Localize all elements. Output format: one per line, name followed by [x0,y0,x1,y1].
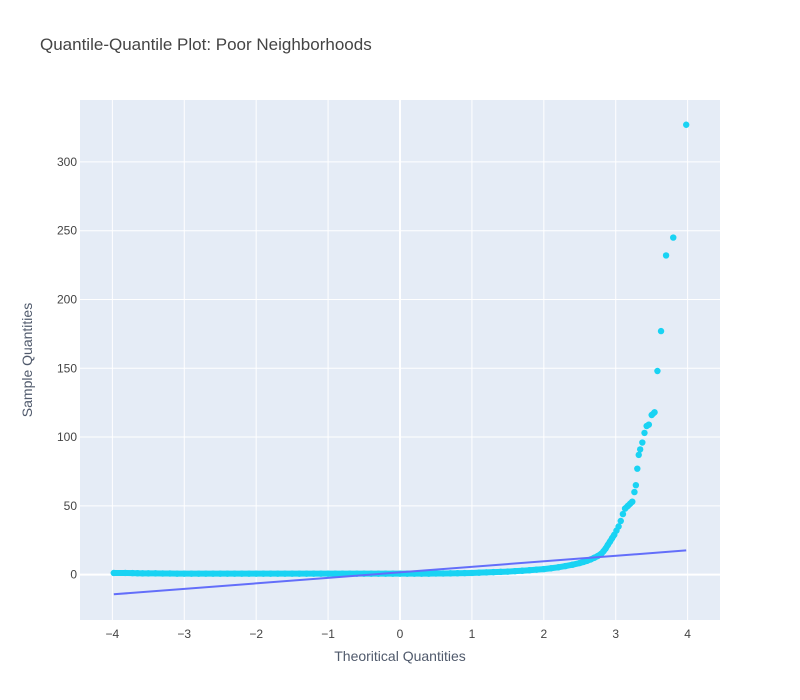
data-point [152,570,159,577]
data-point [645,421,653,428]
data-point [670,234,677,241]
x-tick-label: 0 [397,627,404,641]
data-point [245,570,253,577]
data-point [339,570,346,577]
x-tick-label: 4 [684,627,691,641]
data-point [274,570,281,577]
chart-title: Quantile-Quantile Plot: Poor Neighborhoo… [40,35,372,54]
y-tick-label: 150 [57,361,77,375]
data-point [461,569,468,577]
data-point [202,570,210,577]
x-tick-label: 3 [612,627,619,641]
data-point [181,570,188,577]
data-point [134,570,141,577]
x-tick-label: −4 [106,627,120,641]
data-point [632,481,640,489]
data-point [641,429,648,437]
data-point [651,409,658,416]
data-point [310,570,317,577]
data-point [615,523,622,530]
data-point [303,570,310,577]
data-point [317,570,325,577]
data-point [504,568,512,575]
y-tick-label: 300 [57,155,77,169]
y-axis-title: Sample Quantities [19,303,35,417]
data-point [634,465,641,472]
data-point [195,570,202,577]
x-axis-title: Theoritical Quantities [334,648,466,664]
data-point [447,570,454,577]
y-tick-label: 50 [64,499,78,513]
data-point [217,570,224,577]
y-tick-labels: 0 50 100 150 200 250 300 [57,155,77,582]
data-point [475,569,483,576]
data-point [497,568,504,576]
data-point [683,121,690,128]
data-point [145,570,152,577]
data-point [569,561,576,568]
data-point [511,567,519,575]
data-point [188,570,195,577]
data-point [547,565,555,572]
data-point [519,567,526,574]
x-tick-labels: −4 −3 −2 −1 0 1 2 3 4 [106,627,692,641]
data-point [159,570,166,577]
data-point [418,570,425,577]
data-point [631,488,638,496]
series-layer [110,121,690,596]
x-tick-label: 1 [469,627,476,641]
data-point [332,570,339,577]
data-point [231,570,238,577]
data-point [619,510,627,518]
data-point [260,570,267,577]
data-point [139,570,146,577]
data-point [281,570,289,577]
data-point [635,451,642,459]
data-point [252,570,260,577]
data-point [617,517,624,525]
data-point [629,498,636,505]
data-point [209,570,217,577]
data-point [238,570,245,577]
y-tick-label: 0 [70,568,77,582]
data-point [526,567,533,574]
data-point [636,446,644,453]
y-tick-label: 200 [57,292,77,306]
data-point [224,570,231,577]
marker-series [110,121,690,577]
data-point [432,570,440,577]
data-point [654,367,661,375]
fit-line [113,549,687,596]
data-point [490,568,497,576]
data-point [468,569,476,577]
data-point [454,570,461,577]
data-point [639,439,646,446]
data-point [267,570,274,577]
x-tick-label: −1 [321,627,335,641]
data-point [324,570,332,577]
y-tick-label: 100 [57,430,77,444]
data-point [540,565,548,573]
data-point [122,569,129,577]
data-point [296,570,303,577]
data-point [662,252,670,259]
x-tick-label: −3 [177,627,191,641]
data-point [288,570,296,577]
data-point [425,570,432,577]
data-point [533,566,540,573]
x-tick-label: 2 [540,627,547,641]
data-point [129,569,136,577]
y-tick-label: 250 [57,224,77,238]
data-point [173,570,181,577]
data-point [562,562,569,570]
x-tick-label: −2 [249,627,263,641]
data-point [657,327,665,335]
data-point [555,564,562,571]
data-point [110,569,117,577]
data-point [439,570,447,577]
data-point [483,569,490,576]
data-point [166,570,174,577]
